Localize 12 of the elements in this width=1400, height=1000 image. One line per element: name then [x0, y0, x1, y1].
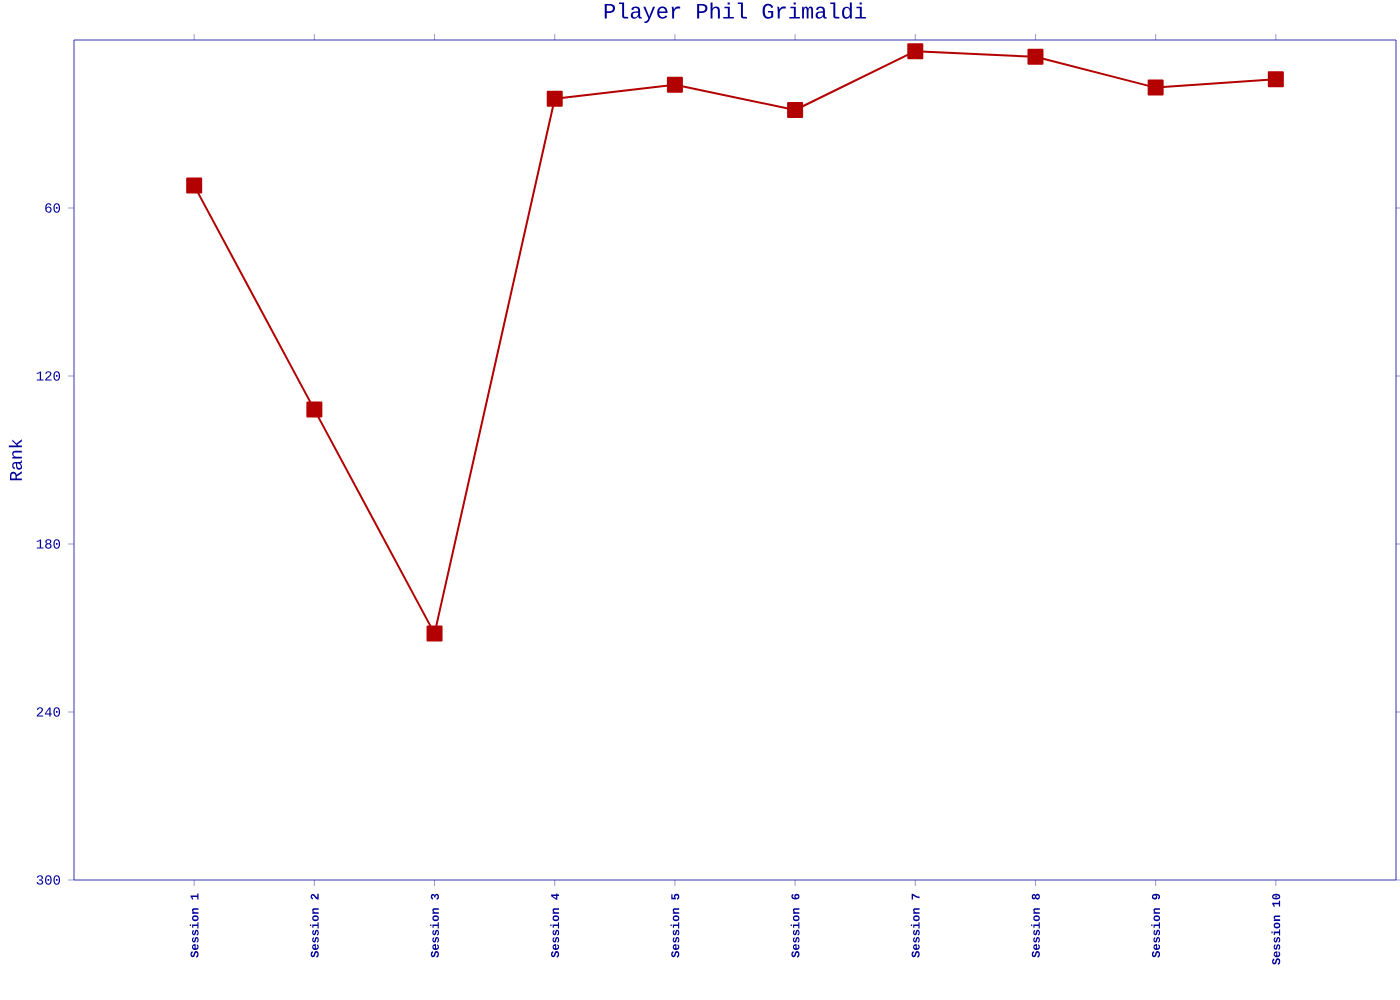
point: [186, 177, 203, 194]
point: [426, 625, 443, 642]
point: [1027, 48, 1044, 65]
point: [546, 90, 563, 107]
chart-title: Player Phil Grimaldi: [604, 2, 866, 24]
point: [787, 102, 804, 119]
point: [306, 401, 323, 418]
point: [907, 43, 924, 60]
point: [1267, 71, 1284, 88]
point: [666, 76, 683, 93]
y-axis-title: Rank: [8, 439, 23, 481]
point: [1147, 79, 1164, 96]
